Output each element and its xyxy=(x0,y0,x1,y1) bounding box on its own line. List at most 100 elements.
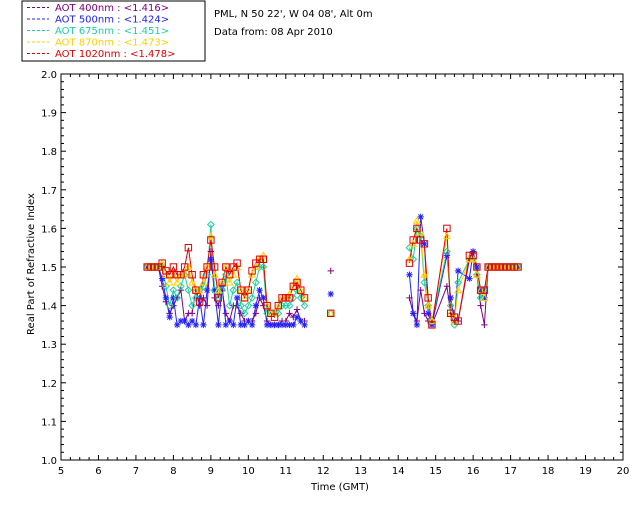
y-tick-label: 1.9 xyxy=(41,109,57,120)
data-point xyxy=(293,278,301,287)
data-point xyxy=(166,313,173,321)
data-point xyxy=(488,263,496,271)
x-tick-label: 20 xyxy=(617,466,630,477)
y-tick-label: 2.0 xyxy=(41,70,57,81)
y-tick-label: 1.1 xyxy=(41,417,57,428)
data-point xyxy=(282,294,290,302)
x-tick-label: 13 xyxy=(354,466,367,477)
data-point xyxy=(158,258,167,267)
data-point xyxy=(177,317,185,325)
data-point xyxy=(221,270,230,279)
data-point xyxy=(244,301,253,310)
data-point xyxy=(245,317,252,325)
x-tick-label: 10 xyxy=(242,466,255,477)
data-point xyxy=(447,294,454,302)
data-point xyxy=(466,275,473,282)
data-point xyxy=(207,236,215,244)
data-point xyxy=(233,294,241,302)
data-point xyxy=(286,321,293,329)
data-point xyxy=(169,263,178,271)
data-point xyxy=(454,317,462,325)
legend-entry: AOT 400nm : <1.416> xyxy=(55,3,169,14)
data-point xyxy=(267,309,275,318)
data-point xyxy=(150,263,159,271)
data-point xyxy=(229,270,238,278)
data-point xyxy=(184,286,193,295)
data-point xyxy=(158,275,166,282)
x-tick-label: 9 xyxy=(208,466,214,477)
legend-entry: AOT 870nm : <1.473> xyxy=(55,38,169,49)
data-point xyxy=(173,293,182,302)
data-point xyxy=(188,278,197,286)
data-point xyxy=(446,309,455,317)
data-point xyxy=(281,293,290,301)
data-point xyxy=(503,263,511,271)
data-point xyxy=(206,220,215,229)
data-point xyxy=(218,278,226,287)
data-point xyxy=(222,321,230,329)
data-point xyxy=(203,263,211,271)
data-point xyxy=(225,271,234,279)
data-point xyxy=(203,262,212,271)
x-tick-label: 11 xyxy=(279,466,292,477)
legend-entry: AOT 500nm : <1.424> xyxy=(55,15,169,26)
data-point xyxy=(300,301,309,310)
data-point xyxy=(420,278,429,287)
data-point xyxy=(252,259,260,267)
data-point xyxy=(424,301,433,310)
data-point xyxy=(165,278,174,286)
x-tick-label: 12 xyxy=(317,466,330,477)
data-point xyxy=(446,309,455,318)
data-point xyxy=(260,294,267,302)
data-point xyxy=(263,321,271,329)
data-point xyxy=(147,263,155,271)
data-point xyxy=(222,263,230,271)
data-point xyxy=(248,267,256,275)
data-point xyxy=(495,263,504,271)
data-point xyxy=(255,255,264,263)
x-tick-label: 5 xyxy=(58,466,64,477)
data-point xyxy=(192,321,200,329)
data-point xyxy=(465,251,474,260)
data-point xyxy=(252,302,260,309)
data-point xyxy=(229,286,238,295)
data-point xyxy=(427,316,436,325)
data-point xyxy=(215,321,222,329)
x-tick-label: 6 xyxy=(95,466,101,477)
data-point xyxy=(196,302,203,309)
data-point xyxy=(421,240,428,248)
data-point xyxy=(214,285,223,294)
data-point xyxy=(263,301,272,309)
data-point xyxy=(200,321,207,329)
data-point xyxy=(143,263,151,271)
data-point xyxy=(293,313,301,321)
data-point xyxy=(274,301,283,309)
data-point xyxy=(469,251,477,260)
data-point xyxy=(207,256,215,263)
data-point xyxy=(230,321,237,329)
data-point xyxy=(173,321,181,329)
data-point xyxy=(173,271,181,279)
data-point xyxy=(221,262,230,271)
data-point xyxy=(510,263,519,271)
y-tick-label: 1.5 xyxy=(41,263,57,274)
data-point xyxy=(289,282,297,291)
data-point xyxy=(417,213,424,221)
data-point xyxy=(300,294,309,302)
data-point xyxy=(236,301,245,310)
data-point xyxy=(286,310,293,317)
data-point xyxy=(285,301,294,310)
data-point xyxy=(454,285,463,294)
series-markers xyxy=(143,213,523,329)
data-point xyxy=(259,255,268,263)
data-point xyxy=(226,317,233,325)
data-point xyxy=(188,301,197,310)
data-point xyxy=(203,270,212,279)
data-point xyxy=(195,298,204,306)
data-point xyxy=(203,302,211,309)
data-point xyxy=(184,244,193,252)
data-point xyxy=(270,313,279,321)
data-point xyxy=(177,271,185,279)
data-point xyxy=(184,262,193,271)
data-point xyxy=(514,262,523,271)
